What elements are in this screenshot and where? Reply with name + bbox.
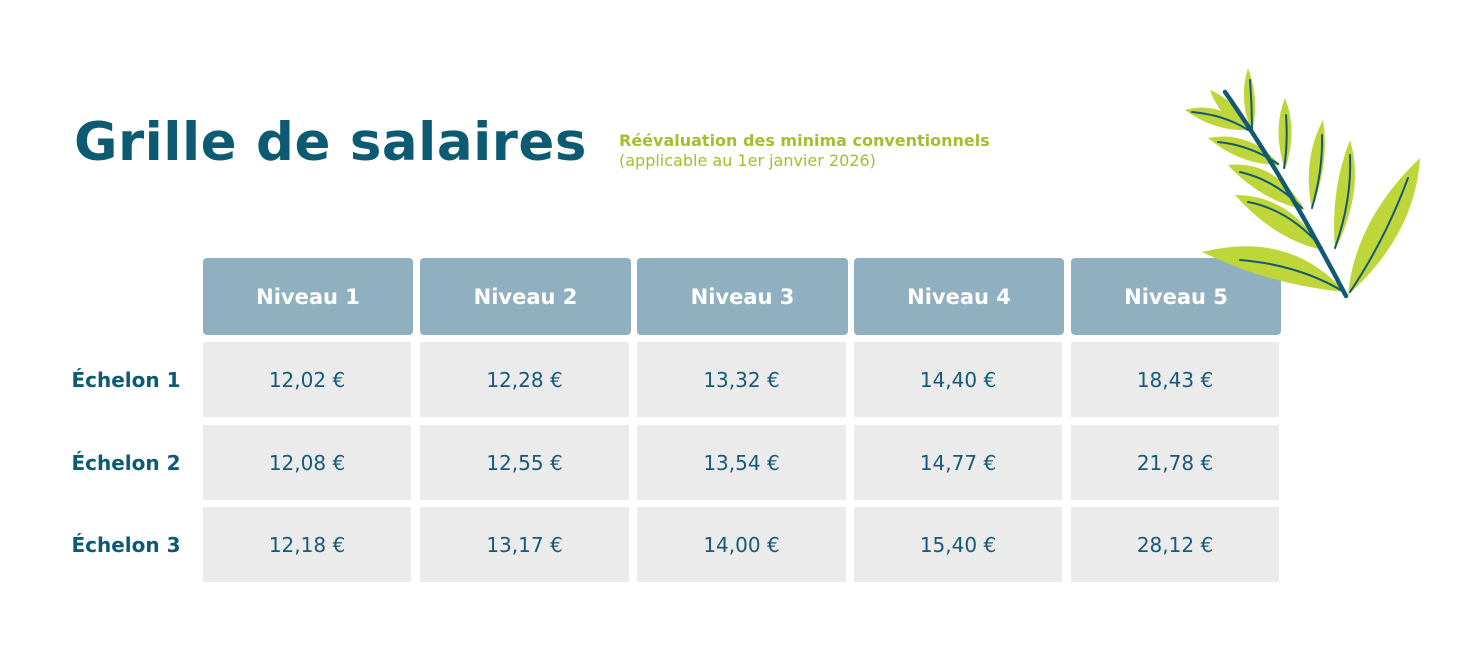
subtitle-line2: (applicable au 1er janvier 2026)	[619, 151, 876, 170]
table-cell: 13,32 €	[637, 342, 846, 417]
table-cell: 13,54 €	[637, 425, 846, 500]
column-header: Niveau 4	[854, 258, 1064, 335]
column-header: Niveau 2	[420, 258, 631, 335]
column-header: Niveau 1	[203, 258, 413, 335]
table-cell: 12,08 €	[203, 425, 411, 500]
table-cell: 12,28 €	[420, 342, 629, 417]
table-cell: 18,43 €	[1071, 342, 1279, 417]
subtitle: Réévaluation des minima conventionnels (…	[619, 131, 990, 171]
subtitle-line1: Réévaluation des minima conventionnels	[619, 131, 990, 150]
table-cell: 14,00 €	[637, 507, 846, 582]
row-label: Échelon 3	[71, 533, 181, 557]
leaf-branch-icon	[1185, 68, 1420, 299]
table-cell: 14,40 €	[854, 342, 1062, 417]
row-label: Échelon 1	[71, 368, 181, 392]
table-cell: 12,02 €	[203, 342, 411, 417]
table-cell: 21,78 €	[1071, 425, 1279, 500]
table-cell: 12,55 €	[420, 425, 629, 500]
table-cell: 12,18 €	[203, 507, 411, 582]
row-label: Échelon 2	[71, 451, 181, 475]
column-header: Niveau 3	[637, 258, 848, 335]
table-cell: 28,12 €	[1071, 507, 1279, 582]
page-title: Grille de salaires	[74, 112, 587, 173]
table-cell: 14,77 €	[854, 425, 1062, 500]
column-header: Niveau 5	[1071, 258, 1281, 335]
table-cell: 15,40 €	[854, 507, 1062, 582]
table-cell: 13,17 €	[420, 507, 629, 582]
